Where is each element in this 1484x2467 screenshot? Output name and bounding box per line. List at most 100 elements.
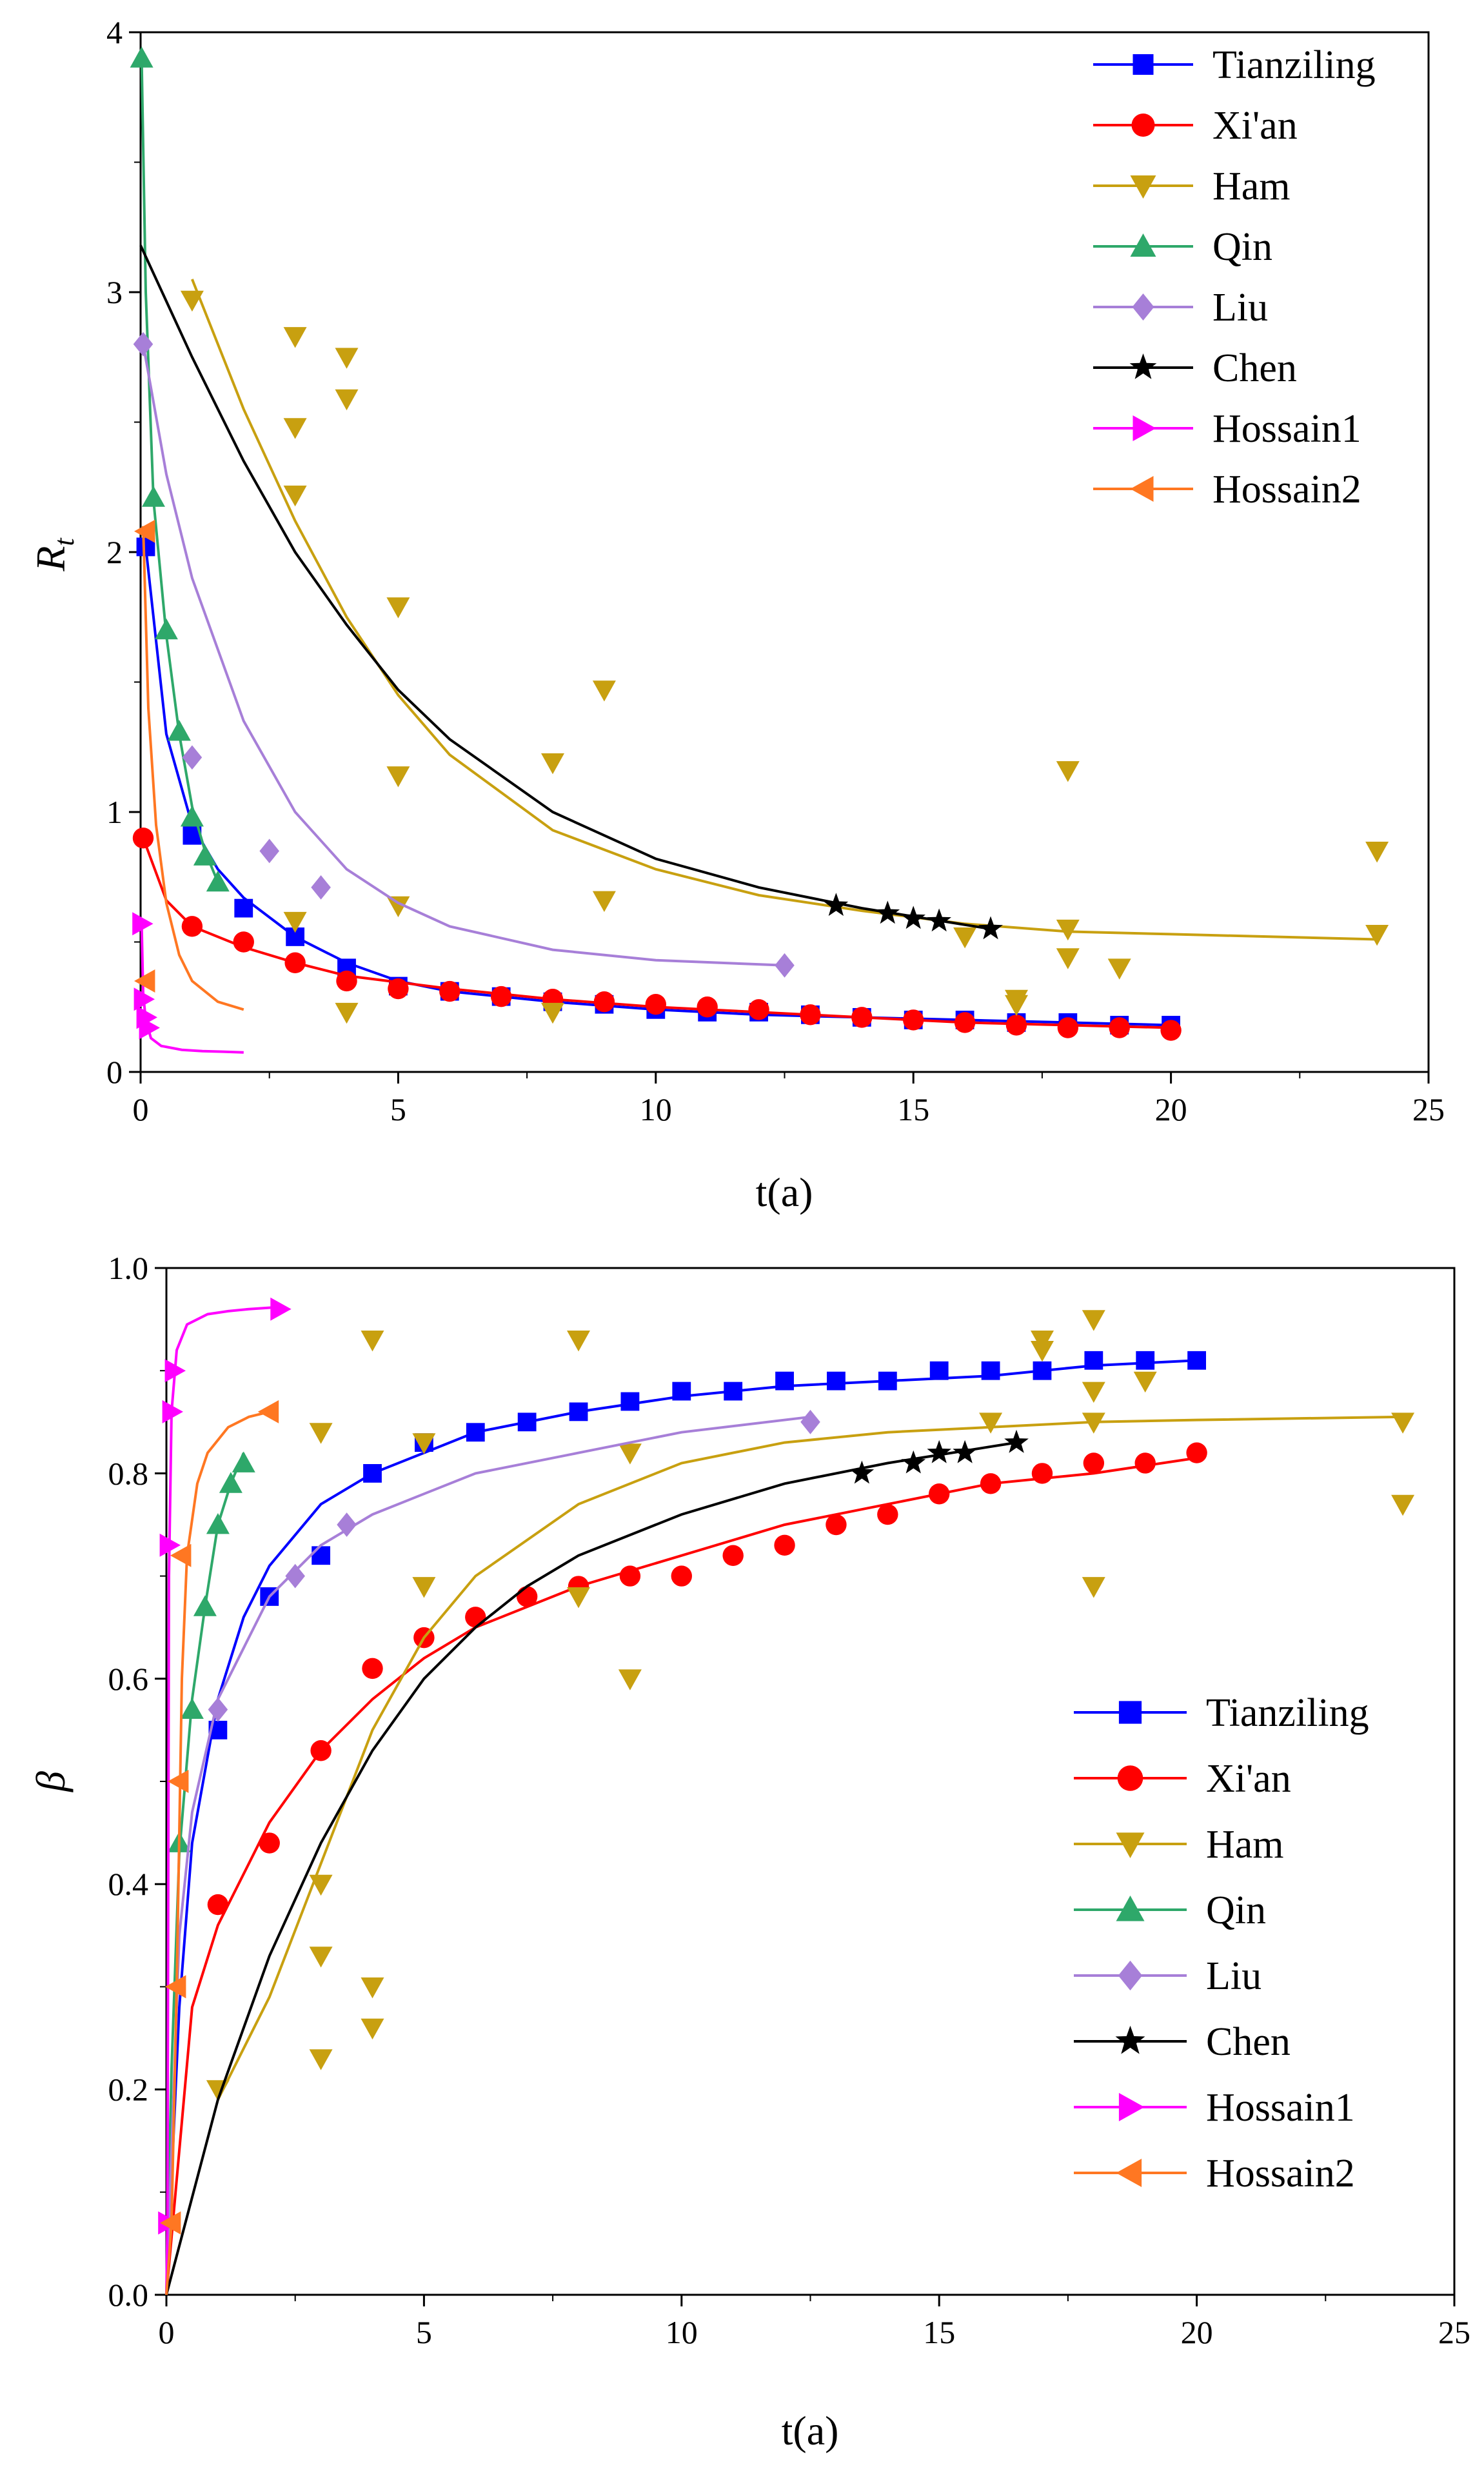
bottom-point-xi-an [516,1586,538,1607]
top-legend-marker [1130,233,1156,257]
bottom-point-ham [1082,1310,1105,1331]
top-fit-line-chen [139,244,991,931]
top-legend-item-tianziling: Tianziling [1093,43,1376,87]
top-legend-item-xi-an: Xi'an [1093,104,1298,148]
top-point-ham [335,1002,359,1024]
top-point-qin [206,870,230,892]
bottom-point-liu [285,1563,305,1589]
bottom-point-hossain1 [159,1533,181,1557]
top-point-chen [978,916,1003,940]
top-point-ham [541,753,564,775]
bottom-point-ham [412,1433,436,1454]
bottom-point-qin [232,1451,255,1472]
top-point-ham [1005,995,1028,1016]
bottom-point-tianziling [466,1423,485,1442]
bottom-series-qin [165,1451,255,2295]
top-point-xi-an [439,980,460,1002]
bottom-point-tianziling [517,1412,537,1432]
bottom-series-liu [165,1409,820,2295]
top-point-xi-an [1109,1017,1130,1038]
bottom-point-xi-an [1186,1442,1207,1463]
top-legend-label: Tianziling [1212,43,1376,87]
top-y-tick-label: 4 [106,14,123,50]
bottom-fit-line-hossain2 [165,1410,270,2295]
bottom-series-layer [158,1297,1415,2295]
top-x-tick-label: 10 [640,1091,672,1127]
bottom-legend-marker [1118,1701,1142,1724]
top-x-tick-label: 15 [897,1091,929,1127]
bottom-point-tianziling [1187,1351,1206,1370]
bottom-legend-item-xi-an: Xi'an [1074,1757,1291,1801]
bottom-point-xi-an [671,1565,693,1587]
top-point-hossain1 [134,987,155,1011]
bottom-point-chen [1004,1429,1029,1453]
top-point-ham [283,485,307,507]
top-fit-line-ham [191,279,1378,941]
top-point-tianziling [234,898,253,918]
bottom-point-ham [1082,1412,1105,1434]
top-point-xi-an [284,952,306,973]
top-point-xi-an [388,978,409,1000]
bottom-series-ham [206,1310,1415,2101]
bottom-legend-label: Chen [1206,2020,1291,2064]
bottom-point-ham [979,1412,1003,1434]
bottom-point-tianziling [1084,1351,1103,1370]
bottom-x-tick-label: 20 [1181,2314,1213,2350]
top-y-tick-label: 1 [106,794,123,830]
bottom-point-tianziling [981,1361,1000,1380]
bottom-y-tick-label: 0.6 [108,1661,149,1697]
top-legend-item-chen: Chen [1093,346,1297,390]
bottom-point-tianziling [1033,1361,1052,1380]
top-point-xi-an [800,1004,821,1025]
top-legend-marker [1133,415,1156,441]
bottom-point-liu [337,1512,357,1537]
bottom-axis-ticks: 0 5 10 15 20 25 0.0 0.2 0.4 0.6 0.8 1.0 [108,1250,1471,2350]
bottom-chart: 0 5 10 15 20 25 0.0 0.2 0.4 0.6 0.8 1.0 Tianziling X… [28,1250,1470,2453]
bottom-fit-line-chen [165,1441,1017,2295]
bottom-point-hossain1 [164,1359,186,1383]
bottom-point-xi-an [1134,1452,1156,1474]
bottom-point-chen [953,1440,977,1463]
top-legend-marker [1131,114,1155,137]
bottom-point-qin [206,1513,230,1534]
bottom-point-xi-an [774,1534,795,1556]
top-x-tick-label: 25 [1412,1091,1445,1127]
top-point-xi-an [233,931,254,953]
top-point-liu [182,745,203,770]
bottom-point-ham [618,1443,642,1465]
top-point-qin [180,806,204,827]
top-legend-marker [1132,293,1154,321]
bottom-point-xi-an [1083,1452,1105,1474]
top-point-xi-an [697,996,718,1018]
bottom-x-tick-label: 5 [416,2314,432,2350]
top-point-ham [1056,948,1080,969]
top-point-ham [1365,842,1389,863]
top-series-ham [180,279,1389,1024]
top-point-ham [592,680,616,702]
top-point-ham [386,896,410,918]
bottom-legend: Tianziling Xi'an Ham Qin Liu Chen Hossain1 Hoss… [1074,1691,1369,2195]
top-point-ham [180,290,204,312]
bottom-point-ham [1391,1494,1415,1516]
bottom-legend-item-ham: Ham [1074,1823,1284,1867]
top-x-tick-label: 5 [390,1091,406,1127]
bottom-point-xi-an [877,1503,898,1525]
bottom-y-tick-label: 0.2 [108,2072,149,2108]
bottom-x-tick-label: 25 [1438,2314,1470,2350]
top-series-liu [133,332,795,978]
top-legend-marker [1129,353,1157,379]
bottom-y-tick-label: 0.8 [108,1455,149,1491]
bottom-x-tick-label: 15 [923,2314,955,2350]
top-point-ham [541,1002,564,1024]
bottom-series-chen [165,1429,1029,2295]
top-series-hossain1 [132,912,244,1054]
bottom-point-liu [800,1409,820,1434]
top-point-xi-an [336,970,357,992]
top-point-liu [311,875,331,900]
bottom-point-liu [208,1697,228,1722]
top-point-qin [154,618,178,640]
bottom-point-chen [901,1450,926,1474]
bottom-point-hossain2 [170,1543,192,1567]
bottom-y-axis-title: β [28,1771,74,1793]
